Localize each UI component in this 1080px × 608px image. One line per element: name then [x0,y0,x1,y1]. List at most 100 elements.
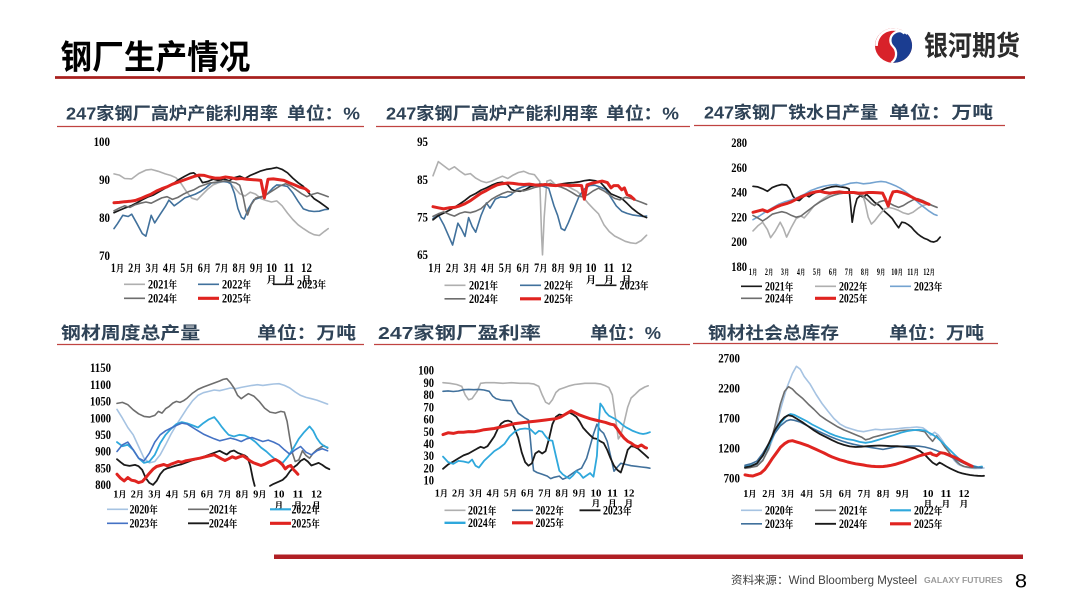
svg-text:资料来源：Wind Bloomberg Mysteel: 资料来源：Wind Bloomberg Mysteel [731,572,917,588]
svg-text:2023年: 2023年 [765,517,793,532]
svg-text:2023年: 2023年 [130,517,158,532]
svg-text:钢厂生产情况: 钢厂生产情况 [61,30,251,79]
svg-text:40: 40 [424,437,435,451]
svg-text:100: 100 [94,134,110,149]
svg-text:60: 60 [424,413,435,427]
svg-text:10: 10 [274,489,285,501]
svg-text:3月: 3月 [781,486,795,500]
svg-text:2025年: 2025年 [839,292,867,307]
svg-text:2023年: 2023年 [603,504,631,519]
svg-text:10月: 10月 [891,267,902,278]
svg-text:1月: 1月 [113,487,127,501]
svg-text:2024年: 2024年 [839,517,867,532]
svg-text:月: 月 [959,496,968,510]
svg-text:1050: 1050 [90,395,111,409]
svg-text:100: 100 [418,364,434,378]
svg-text:2021年: 2021年 [468,504,496,519]
svg-text:240: 240 [731,186,747,200]
svg-text:2025年: 2025年 [544,291,573,307]
svg-text:247家钢厂高炉产能利用率: 247家钢厂高炉产能利用率 [66,101,278,126]
svg-text:95: 95 [417,134,428,149]
svg-text:8月: 8月 [556,486,570,500]
svg-text:12: 12 [959,488,970,500]
svg-text:月: 月 [923,496,932,510]
svg-text:247家钢厂盈利率: 247家钢厂盈利率 [378,320,541,345]
svg-text:GALAXY FUTURES: GALAXY FUTURES [924,575,1003,585]
svg-text:月: 月 [284,273,295,288]
svg-text:6月: 6月 [516,261,530,276]
svg-text:200: 200 [731,235,747,249]
svg-text:6月: 6月 [201,487,215,501]
svg-text:220: 220 [731,210,747,224]
svg-text:1月: 1月 [111,261,125,276]
svg-text:2023年: 2023年 [620,278,649,294]
svg-text:2700: 2700 [718,351,740,366]
svg-text:2月: 2月 [128,261,142,276]
svg-text:80: 80 [424,388,435,402]
svg-text:5月: 5月 [180,261,194,276]
svg-text:单位：万吨: 单位：万吨 [889,320,985,345]
svg-text:2021年: 2021年 [209,503,237,518]
svg-text:单位：%: 单位：% [590,320,661,345]
svg-text:月: 月 [274,498,283,512]
svg-text:4月: 4月 [797,267,805,278]
svg-text:80: 80 [99,210,110,225]
svg-text:12: 12 [624,488,635,500]
svg-text:月: 月 [591,496,600,510]
svg-text:1200: 1200 [718,441,740,456]
svg-text:钢材周度总产量: 钢材周度总产量 [61,320,200,345]
svg-text:10: 10 [266,261,277,275]
svg-text:月: 月 [293,498,302,512]
svg-text:月: 月 [604,273,615,288]
svg-text:70: 70 [99,248,110,263]
svg-text:2020年: 2020年 [130,503,158,518]
svg-text:6月: 6月 [198,261,212,276]
svg-text:20: 20 [424,461,435,475]
svg-text:7月: 7月 [215,261,229,276]
svg-text:银河期货: 银河期货 [924,25,1020,65]
svg-text:2022年: 2022年 [292,503,320,518]
svg-text:800: 800 [95,478,111,492]
svg-text:2021年: 2021年 [839,504,867,519]
svg-text:1000: 1000 [90,411,111,425]
svg-text:65: 65 [417,247,428,262]
svg-text:2月: 2月 [452,486,466,500]
svg-text:11月: 11月 [907,267,918,278]
svg-text:2024年: 2024年 [148,291,177,307]
svg-text:3月: 3月 [146,261,160,276]
svg-text:2025年: 2025年 [292,517,320,532]
svg-text:4月: 4月 [163,261,177,276]
svg-text:11: 11 [293,489,304,501]
svg-text:12: 12 [301,261,312,275]
svg-text:8月: 8月 [233,261,247,276]
svg-text:6月: 6月 [829,267,837,278]
svg-text:5月: 5月 [183,487,197,501]
svg-text:2024年: 2024年 [209,517,237,532]
svg-text:月: 月 [301,273,312,288]
svg-text:月: 月 [312,498,321,512]
svg-text:5月: 5月 [499,261,513,276]
svg-text:2023年: 2023年 [914,280,942,295]
svg-text:1150: 1150 [90,361,111,375]
svg-text:9月: 9月 [877,267,885,278]
svg-text:180: 180 [731,260,747,274]
svg-text:900: 900 [95,445,111,459]
svg-text:5月: 5月 [504,486,518,500]
svg-text:4月: 4月 [481,261,495,276]
svg-text:7月: 7月 [534,261,548,276]
svg-text:2025年: 2025年 [536,516,564,531]
svg-text:247家钢厂铁水日产量: 247家钢厂铁水日产量 [704,100,878,125]
svg-text:2200: 2200 [718,381,740,396]
svg-text:2月: 2月 [131,487,145,501]
svg-text:月: 月 [941,496,950,510]
svg-text:1700: 1700 [718,411,740,426]
svg-text:700: 700 [724,471,740,486]
svg-text:2022年: 2022年 [914,504,942,519]
svg-text:2月: 2月 [446,261,460,276]
svg-text:1月: 1月 [435,486,449,500]
svg-text:7月: 7月 [538,486,552,500]
svg-text:单位：%: 单位：% [606,101,679,126]
svg-text:70: 70 [424,400,435,414]
svg-text:7月: 7月 [218,487,232,501]
svg-text:2025年: 2025年 [222,291,251,307]
